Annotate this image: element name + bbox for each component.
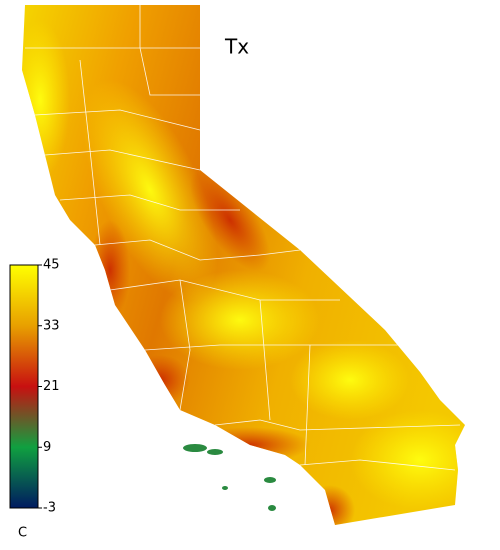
colorbar <box>9 264 39 509</box>
colorbar-tick-label: -3 <box>43 501 56 516</box>
colorbar-tick-label: 33 <box>43 318 60 333</box>
colorbar-unit: C <box>18 526 27 541</box>
colorbar-ticks: 45 33 21 9 -3 <box>38 258 60 516</box>
colorbar-tick-label: 9 <box>43 440 51 455</box>
map-title: Tx <box>224 35 249 59</box>
colorbar-tick-label: 45 <box>43 258 60 273</box>
islands <box>183 444 276 511</box>
colorbar-tick-label: 21 <box>43 379 60 394</box>
